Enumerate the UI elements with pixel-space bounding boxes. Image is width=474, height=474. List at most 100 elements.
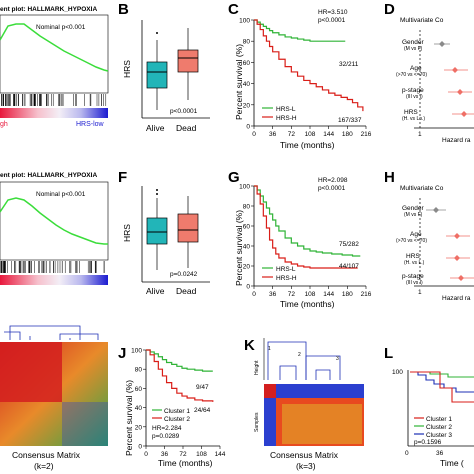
panel-j-xtick-108: 108 [196, 451, 207, 458]
panel-g-count-l: 75/282 [339, 241, 359, 248]
panel-j-series-cluster-2 [146, 349, 214, 402]
panel-c-xtick-216: 216 [361, 131, 372, 138]
panel-g-hr: HR=2.098 [318, 177, 348, 184]
panel-f-letter: F [118, 169, 127, 186]
panel-h-letter: H [384, 169, 395, 186]
panel-j-legend-1: Cluster 1 [164, 408, 190, 415]
panel-h-row2-marker [454, 233, 460, 239]
panel-k-dendrogram [267, 341, 341, 380]
panel-j-xtick-144: 144 [215, 451, 226, 458]
panel-l: L 100 Cluster 1 Cluster 2 Cluster 3 p=0.… [384, 345, 474, 468]
panel-i-dendrogram [4, 325, 99, 340]
panel-d-row2-sub: (>70 vs <=70) [396, 72, 427, 78]
panel-j-hr: HR=2.284 [152, 425, 182, 432]
panel-c-xtick-144: 144 [323, 131, 334, 138]
panel-l-xtick-36: 36 [436, 450, 444, 457]
panel-b-letter: B [118, 1, 129, 18]
panel-f-ylabel: HRS [122, 224, 132, 242]
panel-i: Consensus Matrix (k=2) [0, 325, 108, 471]
panel-c-ytick-40: 40 [243, 81, 251, 88]
panel-b-cat-dead: Dead [176, 123, 197, 133]
panel-l-legend-3: Cluster 3 [426, 432, 452, 439]
panel-c-ytick-80: 80 [243, 39, 251, 46]
panel-j-letter: J [118, 345, 126, 362]
panel-j-xtick-36: 36 [161, 451, 169, 458]
panel-h-row4-label: p-stage [402, 273, 424, 280]
panel-c-xtick-108: 108 [305, 131, 316, 138]
panel-h-row4-sub: (III vs I) [406, 280, 423, 286]
panel-f-alive-outlier-1 [156, 189, 158, 191]
panel-k-dendro-label-1: 1 [268, 346, 271, 352]
panel-l-p: p=0.1596 [414, 439, 442, 446]
panel-d-row1-marker [439, 41, 445, 47]
panel-d-row4-marker [461, 111, 467, 117]
panel-l-series-cluster-1 [410, 371, 474, 403]
panel-d-row2-label: Age [410, 65, 422, 72]
panel-a-title: ent plot: HALLMARK_HYPOXIA [0, 6, 97, 13]
panel-h-ref-tick: 1 [418, 289, 422, 296]
panel-g-xtick-36: 36 [269, 291, 277, 298]
panel-k-dendro-label-3: 3 [336, 356, 339, 362]
panel-c-legend-l: HRS-L [276, 106, 296, 113]
panel-f-cat-alive: Alive [146, 286, 165, 296]
panel-h: H Multivariate Co Hazard ra Gender (M vs… [384, 169, 474, 302]
panel-d-row1-sub: (M vs F) [404, 46, 423, 52]
panel-d: D Multivariate Co Hazard ra Gender (M vs… [384, 1, 474, 144]
panel-d-xlabel: Hazard ra [442, 137, 471, 144]
panel-h-row3-label: HRS [406, 253, 420, 260]
panel-h-row4-marker [458, 275, 464, 281]
panel-g-ylabel: Percent survival (%) [234, 210, 244, 286]
panel-c-ytick-60: 60 [243, 60, 251, 67]
panel-j-ytick-60: 60 [135, 386, 143, 393]
panel-g-xtick-216: 216 [361, 291, 372, 298]
panel-g-ytick-20: 20 [243, 264, 251, 271]
panel-c-series-hrs-h [254, 19, 364, 112]
panel-k-dendro-label-2: 2 [298, 352, 301, 358]
panel-d-title: Multivariate Co [400, 17, 444, 24]
panel-k-letter: K [244, 337, 255, 354]
panel-j-ytick-80: 80 [135, 367, 143, 374]
panel-d-row1-label: Gender [402, 39, 425, 46]
panel-a-hit-ticks [1, 94, 107, 106]
panel-i-xlabel: Consensus Matrix [12, 450, 81, 460]
panel-c-xlabel: Time (months) [280, 140, 335, 150]
panel-e-hit-ticks [0, 261, 105, 273]
panel-f-alive-outlier-2 [156, 193, 158, 195]
panel-l-letter: L [384, 345, 393, 362]
panel-c-yticks: 100 80 60 40 20 0 [239, 18, 254, 131]
panel-k-k: (k=3) [296, 461, 316, 471]
panel-g-xtick-180: 180 [342, 291, 353, 298]
panel-g-p: p<0.0001 [318, 185, 346, 192]
panel-k-ylabel-top: Height [254, 360, 260, 375]
panel-b-alive-outlier [156, 32, 158, 34]
panel-d-row4-sub: (H. vs Lo.) [402, 116, 425, 122]
panel-a-frame [0, 14, 109, 94]
panel-d-row3-label: p-stage [402, 87, 424, 94]
panel-i-block-2 [62, 402, 108, 446]
panel-g-count-h: 44/107 [339, 263, 359, 270]
panel-b-pvalue: p<0.0001 [170, 108, 198, 115]
panel-g-xlabel: Time (months) [280, 299, 335, 309]
panel-a-rank-bar [0, 108, 108, 118]
panel-g-xtick-0: 0 [252, 291, 256, 298]
panel-c-ytick-20: 20 [243, 102, 251, 109]
panel-e-frame [0, 181, 109, 261]
panel-h-row2-label: Age [410, 231, 422, 238]
panel-b-alive-box [146, 61, 168, 89]
panel-j-yticks: 100 80 60 40 20 0 [131, 348, 146, 451]
panel-j-count-1: 9/47 [196, 384, 209, 391]
panel-c-xtick-72: 72 [288, 131, 296, 138]
panel-j-ytick-20: 20 [135, 424, 143, 431]
panel-j-series-cluster-1 [146, 349, 213, 372]
panel-k: K Height 1 2 3 Samples Consensus Matrix … [244, 337, 364, 471]
panel-g-xtick-108: 108 [305, 291, 316, 298]
panel-c-xtick-36: 36 [269, 131, 277, 138]
panel-h-row2-sub: (>70 vs <=70) [396, 238, 427, 244]
panel-k-block-2-inner [282, 404, 362, 444]
panel-j-ytick-40: 40 [135, 405, 143, 412]
panel-d-ref-tick: 1 [418, 131, 422, 138]
panel-g-letter: G [228, 169, 240, 186]
panel-c-count-l: 32/211 [339, 61, 359, 68]
panel-c-p: p<0.0001 [318, 17, 346, 24]
